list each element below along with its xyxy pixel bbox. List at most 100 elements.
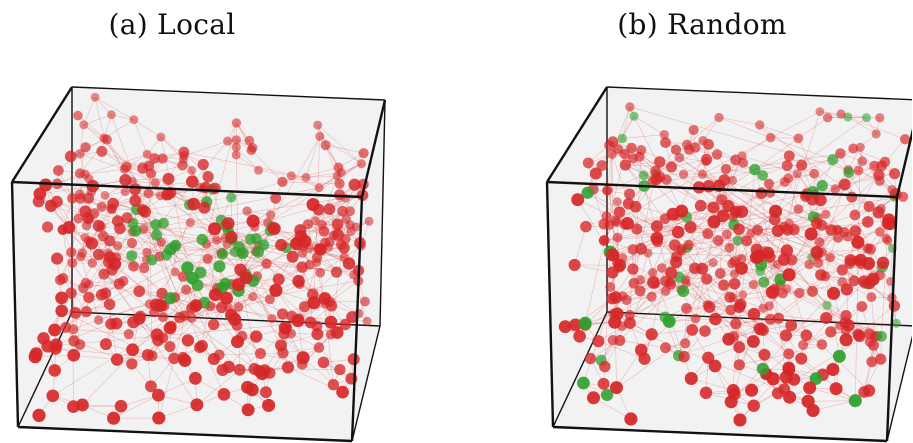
network-node: [597, 377, 610, 390]
network-node: [707, 215, 721, 229]
network-edge: [574, 226, 587, 265]
network-cube-local: [10, 86, 387, 443]
network-node: [889, 168, 901, 180]
network-node: [66, 247, 77, 258]
network-node: [708, 258, 718, 268]
network-node: [650, 231, 664, 245]
network-edge: [855, 147, 861, 401]
network-node: [73, 213, 84, 224]
network-node: [765, 132, 776, 143]
network-node: [313, 120, 323, 130]
network-edge: [778, 291, 813, 319]
network-node: [810, 245, 824, 259]
network-edge: [606, 229, 839, 396]
network-node: [65, 287, 77, 299]
network-node: [680, 338, 691, 349]
network-node: [80, 306, 92, 318]
network-edge: [290, 333, 332, 335]
network-node: [248, 292, 258, 302]
network-edge: [72, 262, 74, 407]
network-node: [83, 291, 95, 304]
network-node: [782, 268, 796, 282]
network-node: [703, 138, 714, 150]
network-edge: [305, 136, 321, 178]
network-node: [803, 381, 817, 395]
network-node: [755, 120, 765, 130]
network-node: [196, 339, 208, 352]
network-node: [626, 142, 637, 154]
network-node: [217, 388, 231, 401]
network-node: [178, 354, 192, 367]
network-node: [668, 239, 681, 251]
network-node: [825, 252, 835, 263]
network-edge: [128, 316, 164, 335]
network-node: [798, 339, 809, 350]
network-node: [707, 201, 720, 214]
network-node: [320, 140, 331, 151]
network-node: [318, 292, 332, 305]
network-edge: [79, 139, 108, 174]
network-node: [78, 282, 89, 294]
network-node: [861, 216, 874, 228]
network-node: [599, 234, 610, 246]
network-node: [821, 209, 831, 219]
network-node: [866, 292, 877, 303]
highlighted-node: [252, 246, 265, 258]
network-node: [868, 339, 879, 351]
network-edge: [170, 192, 207, 203]
network-node: [888, 300, 901, 312]
network-node: [580, 220, 592, 233]
network-edge: [754, 164, 802, 170]
network-node: [849, 209, 861, 221]
network-node: [832, 232, 844, 243]
network-edge: [847, 116, 877, 135]
network-node: [223, 136, 233, 146]
network-node: [189, 299, 203, 312]
highlighted-node: [809, 372, 823, 385]
network-node: [82, 192, 95, 204]
network-node: [792, 169, 802, 179]
network-node: [623, 317, 636, 329]
network-node: [133, 312, 146, 325]
network-node: [143, 188, 154, 199]
network-node: [650, 173, 663, 186]
network-node: [794, 287, 805, 299]
network-node: [849, 225, 862, 237]
network-node: [714, 268, 726, 279]
network-node: [660, 137, 671, 149]
network-edge: [625, 164, 672, 168]
network-node: [345, 206, 355, 217]
network-node: [152, 411, 166, 425]
network-edge: [133, 119, 162, 138]
network-node: [733, 359, 745, 371]
network-node: [728, 277, 741, 290]
network-node: [185, 175, 199, 188]
network-node: [315, 267, 326, 278]
network-node: [156, 132, 166, 142]
network-node: [331, 218, 344, 231]
network-node: [242, 206, 252, 216]
network-node: [730, 318, 742, 330]
network-node: [270, 192, 282, 204]
network-edge: [169, 305, 211, 347]
network-edge: [73, 354, 118, 360]
network-node: [722, 332, 736, 346]
highlighted-node: [822, 300, 832, 310]
network-node: [128, 260, 139, 272]
network-node: [62, 220, 76, 234]
network-node: [815, 269, 827, 281]
network-node: [100, 190, 110, 200]
network-node: [53, 165, 64, 176]
network-node: [244, 135, 255, 146]
network-node: [609, 291, 622, 304]
network-node: [277, 308, 289, 320]
network-node: [92, 248, 105, 261]
network-node: [231, 150, 241, 160]
network-edge: [639, 290, 666, 318]
network-node: [211, 235, 222, 245]
network-edge: [39, 185, 93, 195]
network-node: [627, 263, 639, 275]
network-node: [168, 352, 180, 365]
network-edge: [730, 281, 843, 403]
network-node: [846, 191, 858, 203]
